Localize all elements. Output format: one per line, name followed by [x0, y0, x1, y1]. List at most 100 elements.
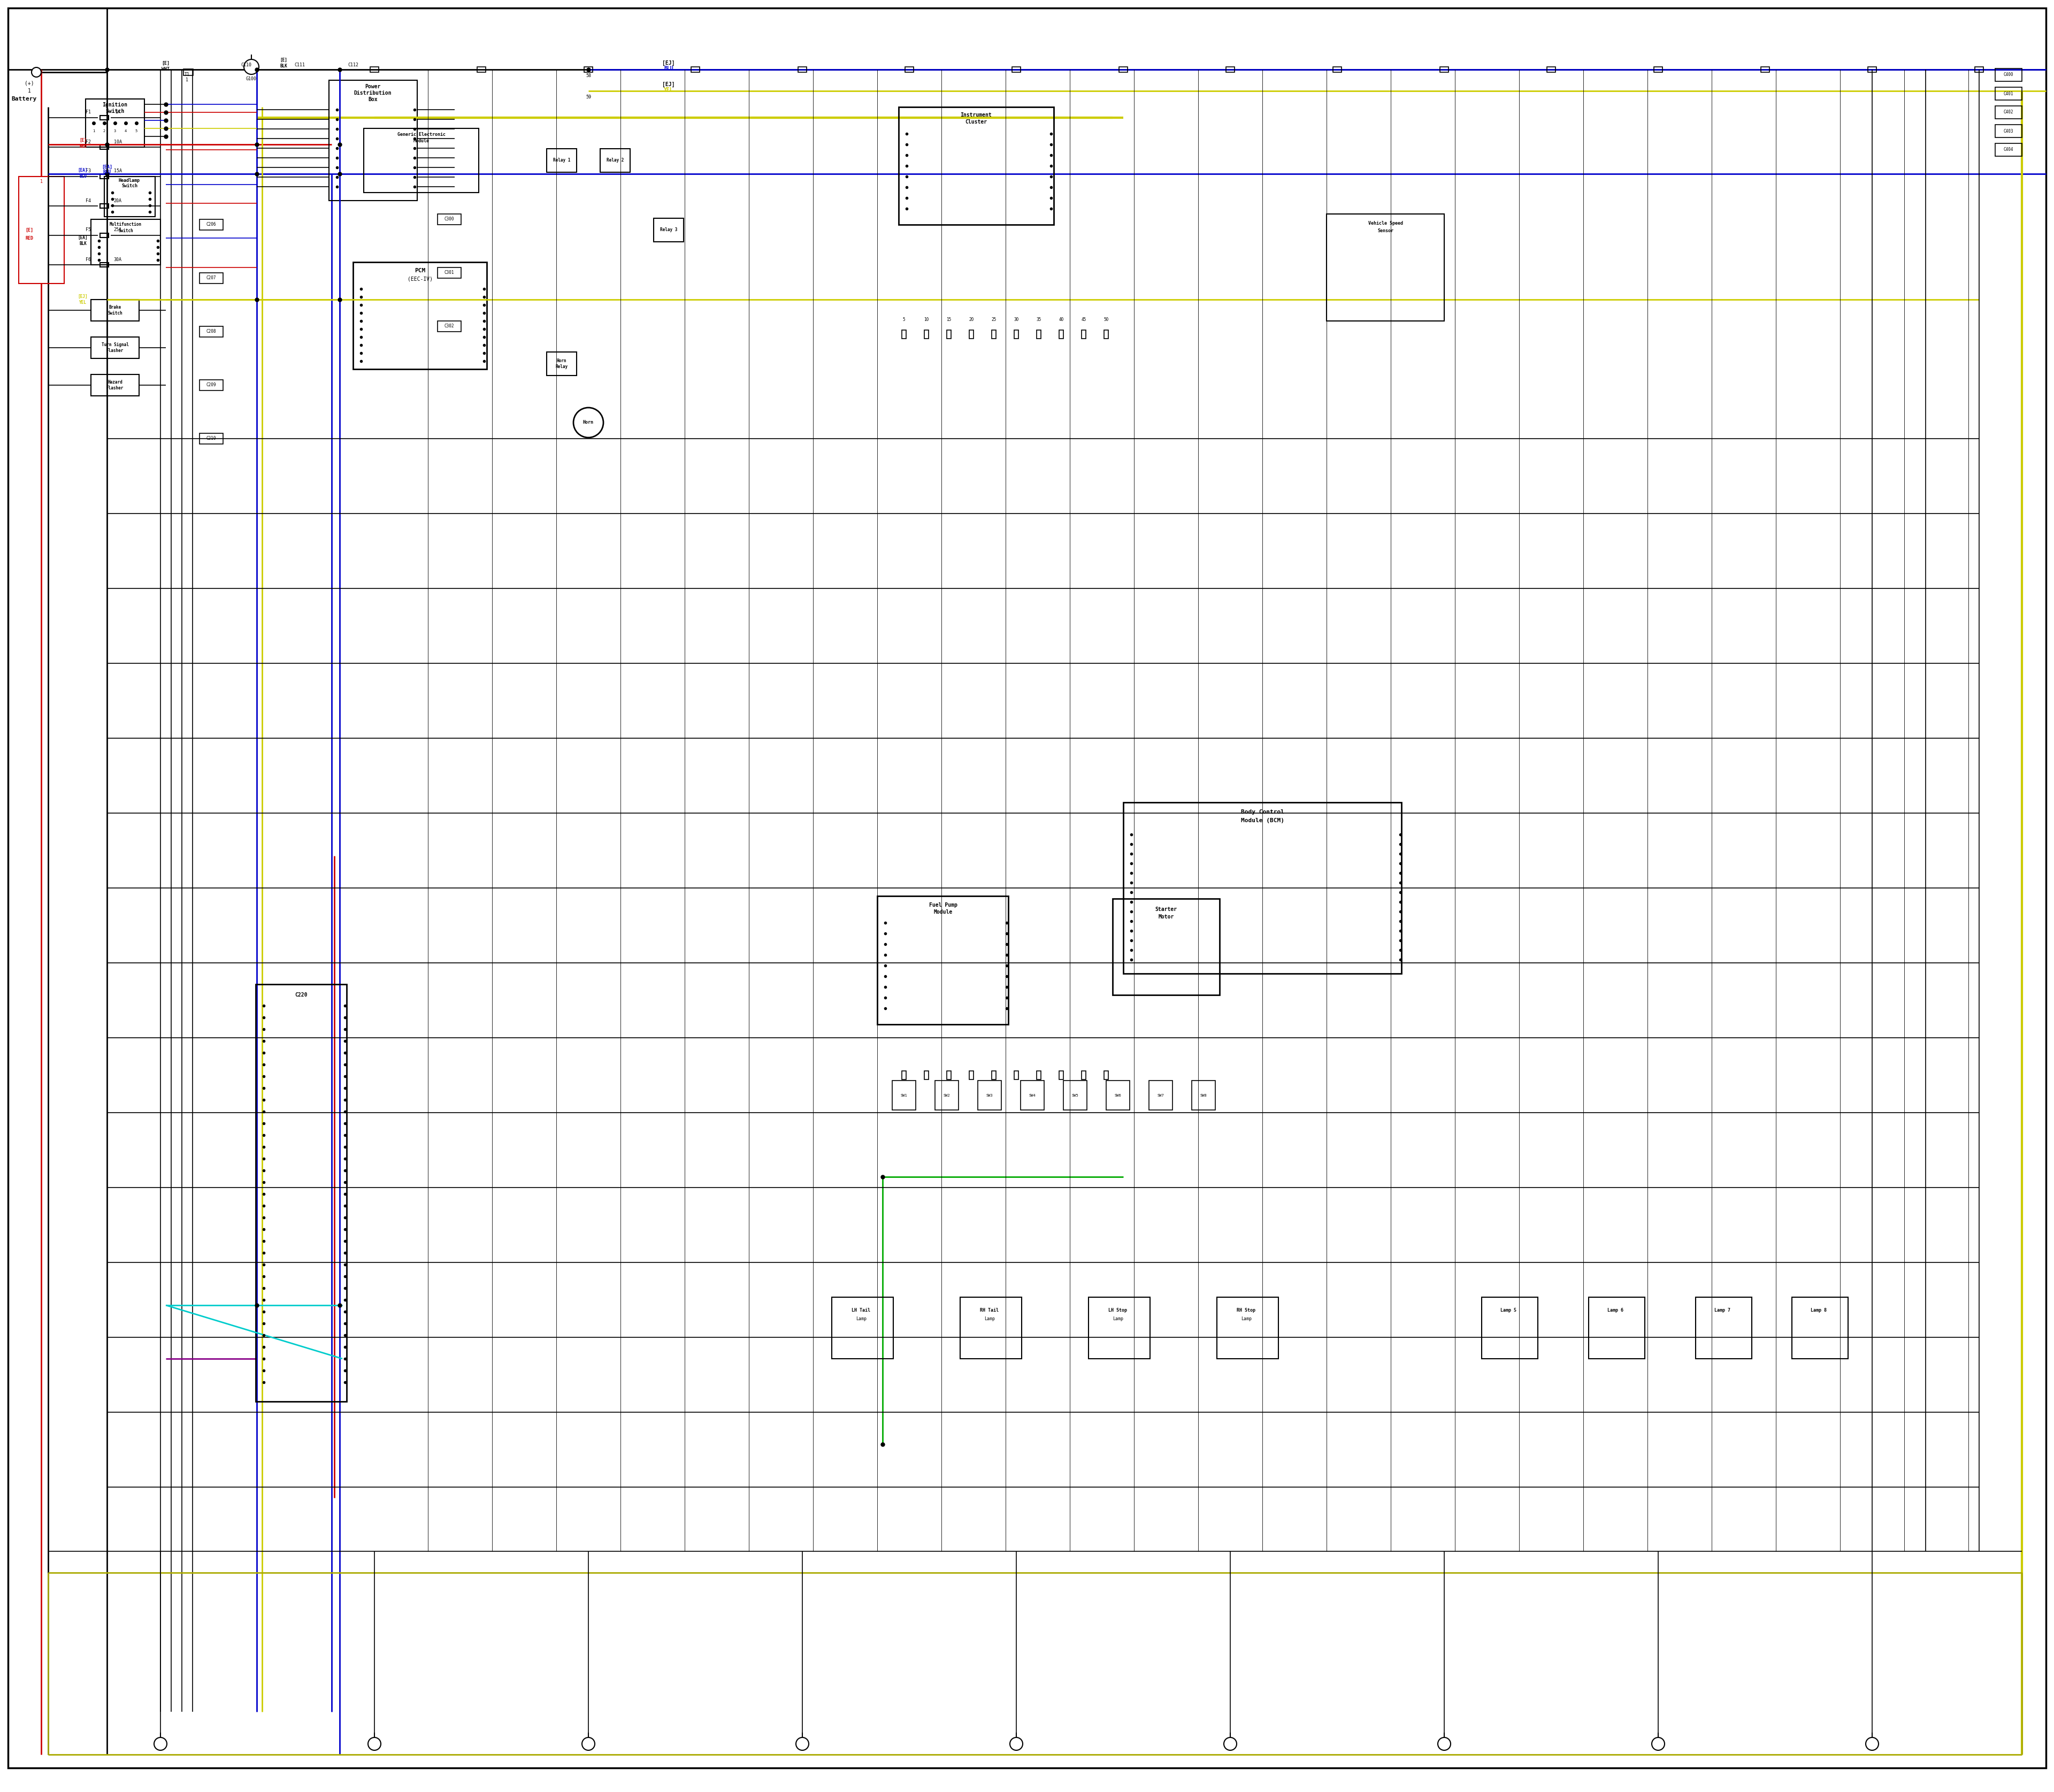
- Bar: [924, 1072, 928, 1079]
- Text: Lamp: Lamp: [984, 1315, 994, 1321]
- Bar: [1021, 1081, 1043, 1109]
- Bar: [1226, 66, 1234, 72]
- Text: C301: C301: [444, 271, 454, 276]
- Text: WHT: WHT: [162, 66, 170, 72]
- Text: YEL: YEL: [663, 88, 674, 93]
- Text: Box: Box: [368, 97, 378, 102]
- Circle shape: [1651, 1738, 1664, 1751]
- Bar: [90, 375, 140, 396]
- Circle shape: [1011, 1738, 1023, 1751]
- Bar: [1060, 330, 1064, 339]
- Text: [EJ]
YEL: [EJ] YEL: [78, 294, 88, 305]
- Bar: [329, 81, 417, 201]
- Text: F4: F4: [86, 199, 90, 202]
- Bar: [101, 145, 109, 149]
- Bar: [1974, 66, 1984, 72]
- Text: 5: 5: [904, 317, 906, 323]
- Text: 1: 1: [29, 88, 31, 93]
- Text: 50: 50: [1103, 317, 1109, 323]
- Text: Distribution: Distribution: [353, 90, 392, 95]
- Bar: [978, 1081, 1002, 1109]
- Bar: [101, 233, 109, 238]
- Bar: [690, 66, 700, 72]
- Text: Module (BCM): Module (BCM): [1241, 817, 1284, 823]
- Bar: [1216, 1297, 1278, 1358]
- Text: Relay 2: Relay 2: [606, 158, 624, 163]
- Bar: [101, 115, 109, 120]
- Text: C400: C400: [2003, 72, 2013, 77]
- Bar: [546, 149, 577, 172]
- Text: C110: C110: [240, 63, 251, 68]
- Text: 1: 1: [185, 77, 189, 82]
- Bar: [959, 1297, 1021, 1358]
- Circle shape: [581, 1738, 596, 1751]
- Text: SW4: SW4: [1029, 1093, 1035, 1097]
- Text: Sensor: Sensor: [1378, 229, 1393, 233]
- Bar: [1791, 1297, 1849, 1358]
- Bar: [86, 99, 144, 147]
- Text: C220: C220: [296, 993, 308, 998]
- Bar: [1105, 330, 1109, 339]
- Bar: [353, 262, 487, 369]
- Text: 45: 45: [1080, 317, 1087, 323]
- Text: Starter: Starter: [1154, 907, 1177, 912]
- Text: Generic Electronic: Generic Electronic: [396, 133, 446, 138]
- Text: 10A: 10A: [113, 140, 121, 143]
- Bar: [1333, 66, 1341, 72]
- Text: [E]
BLK: [E] BLK: [279, 57, 288, 68]
- Text: Headlamp: Headlamp: [119, 179, 140, 183]
- Bar: [1191, 1081, 1216, 1109]
- Text: PCM: PCM: [415, 269, 425, 274]
- Bar: [546, 351, 577, 376]
- Text: Switch: Switch: [121, 185, 138, 188]
- Text: 5A: 5A: [115, 109, 121, 115]
- Text: 5: 5: [136, 129, 138, 133]
- Text: Horn: Horn: [583, 419, 594, 425]
- Bar: [199, 326, 224, 337]
- Bar: [1060, 1072, 1064, 1079]
- Text: C210: C210: [205, 435, 216, 441]
- Bar: [1653, 66, 1662, 72]
- Bar: [438, 321, 460, 332]
- Text: LH Stop: LH Stop: [1109, 1308, 1128, 1314]
- Text: Ignition: Ignition: [103, 102, 127, 108]
- Bar: [1089, 1297, 1150, 1358]
- Text: [EA]: [EA]: [101, 165, 113, 168]
- Text: F3: F3: [86, 168, 90, 174]
- Text: Module: Module: [935, 909, 953, 914]
- Text: C111: C111: [294, 63, 304, 68]
- Text: [EJ]: [EJ]: [661, 82, 676, 88]
- Text: C403: C403: [2003, 129, 2013, 133]
- Bar: [438, 267, 460, 278]
- Text: 3: 3: [113, 129, 117, 133]
- Text: Relay 1: Relay 1: [553, 158, 571, 163]
- Bar: [1015, 330, 1019, 339]
- Bar: [653, 219, 684, 242]
- Bar: [101, 263, 109, 267]
- Text: C402: C402: [2003, 109, 2013, 115]
- Text: Relay 3: Relay 3: [659, 228, 678, 233]
- Bar: [1547, 66, 1555, 72]
- Text: C208: C208: [205, 330, 216, 333]
- Text: 4: 4: [125, 129, 127, 133]
- Bar: [1113, 898, 1220, 995]
- Text: 2: 2: [103, 129, 105, 133]
- Bar: [1994, 125, 2021, 138]
- Text: SW2: SW2: [943, 1093, 951, 1097]
- Bar: [924, 330, 928, 339]
- Bar: [199, 219, 224, 229]
- Bar: [1994, 68, 2021, 81]
- Text: (+): (+): [25, 81, 35, 86]
- Text: [EA]
BLK: [EA] BLK: [78, 235, 88, 246]
- Circle shape: [368, 1738, 380, 1751]
- Bar: [992, 1072, 996, 1079]
- Text: SW6: SW6: [1115, 1093, 1121, 1097]
- Bar: [1037, 1072, 1041, 1079]
- Text: [EJ]: [EJ]: [661, 61, 676, 66]
- Text: F6: F6: [86, 256, 90, 262]
- Bar: [1697, 1297, 1752, 1358]
- Text: Lamp 6: Lamp 6: [1608, 1308, 1623, 1314]
- Text: 1: 1: [39, 179, 43, 185]
- Circle shape: [244, 59, 259, 73]
- Text: 40: 40: [1058, 317, 1064, 323]
